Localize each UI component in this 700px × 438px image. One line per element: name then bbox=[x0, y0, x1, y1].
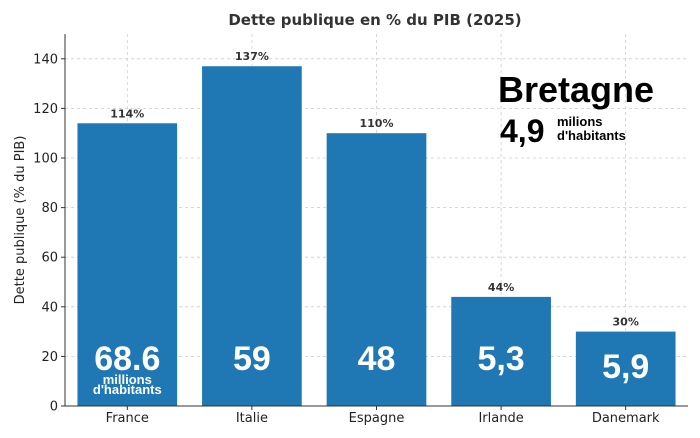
y-axis-label: Dette publique (% du PIB) bbox=[13, 136, 28, 305]
bar-espagne bbox=[326, 133, 427, 406]
axes: 0 20 40 60 80 100 120 140 France Italie Espagne Irl… bbox=[33, 34, 688, 426]
y-tick-label: 120 bbox=[33, 102, 58, 117]
y-tick-label: 80 bbox=[41, 201, 58, 216]
bar-danemark bbox=[575, 331, 676, 406]
bar-irlande bbox=[451, 296, 551, 406]
bar-france bbox=[77, 123, 178, 406]
chart-title: Dette publique en % du PIB (2025) bbox=[228, 11, 521, 29]
population-label: 48 bbox=[358, 340, 396, 378]
annotation-unit-line-1: milions bbox=[557, 114, 603, 129]
bar-italie bbox=[202, 66, 302, 407]
bretagne-annotation: Bretagne 4,9 milions d'habitants bbox=[498, 69, 654, 149]
y-tick-label: 20 bbox=[41, 350, 58, 365]
x-tick-label: France bbox=[106, 411, 149, 426]
population-unit: millions bbox=[103, 372, 152, 387]
population-unit: d'habitants bbox=[93, 382, 162, 397]
value-label: 44% bbox=[488, 281, 514, 294]
bars bbox=[77, 66, 676, 407]
value-label: 110% bbox=[360, 117, 394, 130]
y-tick-label: 60 bbox=[41, 251, 58, 266]
annotation-name: Bretagne bbox=[498, 69, 654, 110]
y-tick-label: 40 bbox=[41, 300, 58, 315]
annotation-value: 4,9 bbox=[500, 113, 544, 149]
population-label: 68.6 bbox=[94, 340, 160, 378]
y-tick-label: 100 bbox=[33, 152, 58, 167]
value-label: 30% bbox=[613, 316, 639, 329]
y-tick-label: 140 bbox=[33, 52, 58, 67]
y-tick-label: 0 bbox=[50, 400, 58, 415]
population-label: 5,9 bbox=[602, 348, 649, 386]
x-tick-label: Irlande bbox=[478, 411, 523, 426]
value-label: 114% bbox=[110, 107, 144, 120]
labels: 114%68.6millionsd'habitants137%59110%484… bbox=[93, 50, 649, 397]
x-tick-label: Espagne bbox=[349, 411, 405, 426]
value-label: 137% bbox=[235, 50, 269, 63]
population-label: 59 bbox=[233, 340, 271, 378]
x-tick-label: Italie bbox=[236, 411, 268, 426]
population-label: 5,3 bbox=[477, 340, 524, 378]
x-tick-label: Danemark bbox=[592, 411, 660, 426]
annotation-unit-line-2: d'habitants bbox=[557, 128, 626, 143]
